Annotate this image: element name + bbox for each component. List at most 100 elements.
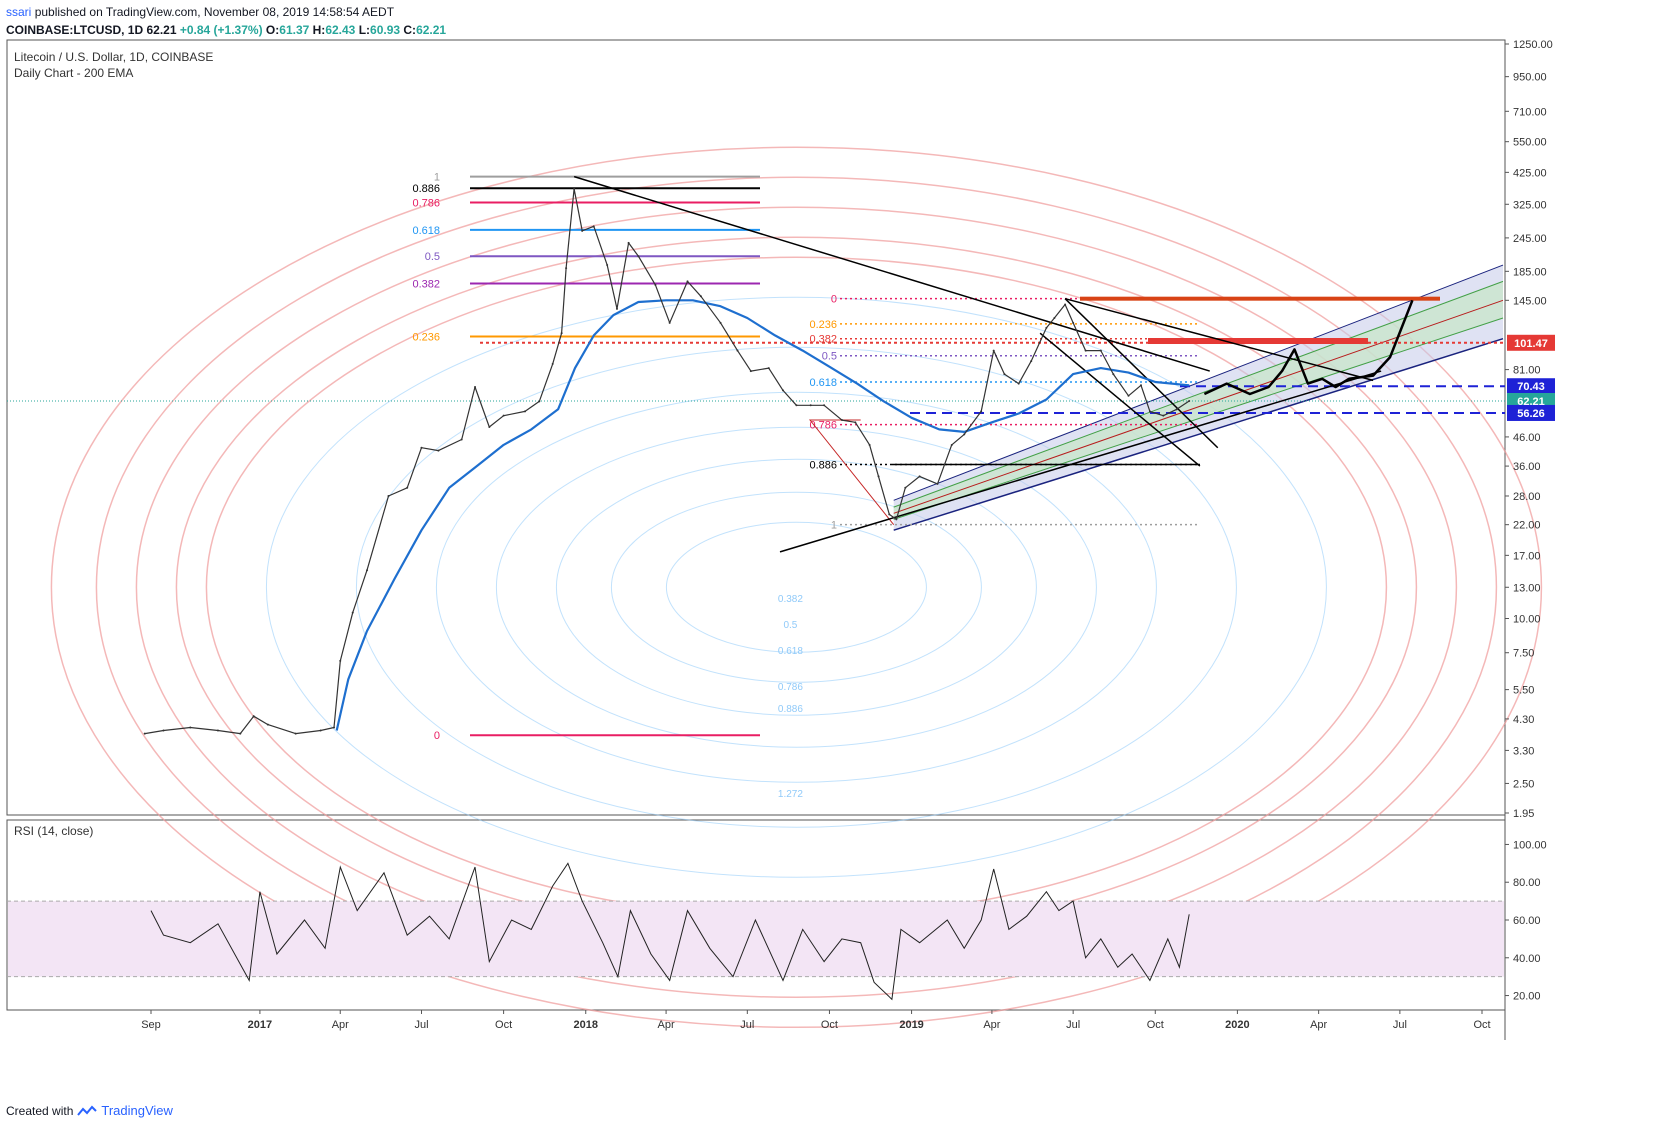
y-tick-label: 2.50 bbox=[1513, 778, 1534, 790]
price-point bbox=[1003, 373, 1006, 376]
fib-left-label: 0.618 bbox=[412, 225, 440, 237]
price-point bbox=[767, 367, 770, 370]
fib-retracements: 10.8860.7860.6180.50.3820.236000.2360.38… bbox=[412, 172, 1200, 742]
price-point bbox=[936, 482, 939, 485]
rsi-line bbox=[150, 862, 1190, 1001]
fib-left-label: 1 bbox=[434, 172, 440, 184]
ohlc-low-label: L: bbox=[358, 23, 371, 37]
y-tick-label: 185.00 bbox=[1513, 266, 1547, 278]
channel-inner-high bbox=[893, 280, 1504, 508]
price-point bbox=[719, 321, 722, 324]
chart-title: Litecoin / U.S. Dollar, 1D, COINBASE bbox=[14, 50, 213, 64]
price-point bbox=[239, 732, 242, 735]
rsi-pane: 100.00 80.00 60.00 40.00 20.00 RSI (14, close… bbox=[7, 824, 1547, 1003]
trend-line bbox=[573, 175, 1210, 372]
price-point bbox=[854, 421, 857, 424]
price-point bbox=[420, 446, 423, 449]
price-point bbox=[1072, 321, 1075, 324]
fib-circle-inner bbox=[555, 458, 1037, 716]
price-point bbox=[637, 255, 640, 258]
price-point bbox=[351, 611, 354, 614]
y-tick-label: 710.00 bbox=[1513, 106, 1547, 118]
rsi-title: RSI (14, close) bbox=[14, 824, 93, 838]
fib-right-label: 0 bbox=[831, 294, 837, 306]
price-point bbox=[1017, 382, 1020, 385]
price-point bbox=[606, 264, 609, 267]
price-point bbox=[1139, 384, 1142, 387]
y-tick-label: 7.50 bbox=[1513, 648, 1534, 660]
price-point bbox=[189, 726, 192, 729]
price-point bbox=[143, 732, 146, 735]
tradingview-link[interactable]: TradingView bbox=[101, 1103, 173, 1118]
trend-line bbox=[1039, 332, 1201, 467]
price-point bbox=[252, 715, 255, 718]
author-link[interactable]: ssari bbox=[6, 5, 32, 19]
price-point bbox=[895, 518, 898, 521]
price-point bbox=[980, 410, 983, 413]
x-tick-label: Apr bbox=[983, 1019, 1000, 1031]
y-tick-label: 22.00 bbox=[1513, 520, 1541, 532]
x-tick-label: Apr bbox=[332, 1019, 349, 1031]
price-point bbox=[474, 385, 477, 388]
price-point bbox=[339, 659, 342, 662]
x-tick-label: Oct bbox=[1473, 1019, 1490, 1031]
fib-left-label: 0.236 bbox=[412, 331, 440, 343]
rsi-tick-label: 40.00 bbox=[1513, 953, 1541, 965]
price-point bbox=[460, 438, 463, 441]
price-point bbox=[502, 414, 505, 417]
price-label-box bbox=[1507, 334, 1555, 351]
ohlc-close-label: C: bbox=[403, 23, 417, 37]
fib-right-label: 0.786 bbox=[809, 420, 837, 432]
fib-circle-label: 0.618 bbox=[778, 646, 803, 657]
rsi-tick-label: 80.00 bbox=[1513, 877, 1541, 889]
price-point bbox=[950, 443, 953, 446]
price-point bbox=[560, 332, 563, 335]
fib-circle-label: 1.272 bbox=[778, 789, 803, 800]
fib-right-label: 0.618 bbox=[809, 377, 837, 389]
price-point bbox=[840, 419, 843, 422]
x-tick-label: Apr bbox=[1310, 1019, 1327, 1031]
channel-inner-low bbox=[893, 317, 1504, 520]
fib-circle-inner bbox=[435, 391, 1157, 783]
fib-circle-inner bbox=[495, 426, 1097, 748]
trend-line bbox=[1064, 297, 1374, 382]
y-tick-label: 1.95 bbox=[1513, 808, 1534, 820]
price-point bbox=[538, 400, 541, 403]
price-point bbox=[565, 267, 568, 270]
fib-circle-outer bbox=[205, 256, 1388, 919]
rsi-tick-label: 20.00 bbox=[1513, 991, 1541, 1003]
price-axis: 1250.00 950.00 710.00 550.00 425.00 325.00 245… bbox=[1505, 39, 1555, 820]
y-tick-label: 950.00 bbox=[1513, 72, 1547, 84]
y-tick-label: 46.00 bbox=[1513, 432, 1541, 444]
y-tick-label: 325.00 bbox=[1513, 199, 1547, 211]
price-point bbox=[736, 349, 739, 352]
x-tick-label: Oct bbox=[1147, 1019, 1164, 1031]
ohlc-open: 61.37 bbox=[279, 23, 310, 37]
price-point bbox=[162, 729, 165, 732]
price-point bbox=[551, 362, 554, 365]
y-tick-label: 10.00 bbox=[1513, 613, 1541, 625]
x-tick-label: Sep bbox=[141, 1019, 161, 1031]
fib-circle-outer bbox=[50, 146, 1543, 1029]
symbol-line: COINBASE:LTCUSD, 1D 62.21 +0.84 (+1.37%)… bbox=[6, 23, 446, 37]
y-tick-label: 13.00 bbox=[1513, 582, 1541, 594]
x-tick-label: 2020 bbox=[1225, 1019, 1249, 1031]
price-point bbox=[319, 729, 322, 732]
ohlc-high: 62.43 bbox=[325, 23, 356, 37]
price-point bbox=[1148, 410, 1151, 413]
price-point bbox=[1175, 408, 1178, 411]
price-point bbox=[333, 726, 336, 729]
y-tick-label: 1250.00 bbox=[1513, 39, 1553, 51]
price-point bbox=[581, 229, 584, 232]
x-tick-label: 2018 bbox=[573, 1019, 597, 1031]
ohlc-close: 62.21 bbox=[416, 23, 447, 37]
price-point bbox=[749, 370, 752, 373]
price-point bbox=[668, 321, 671, 324]
price-point bbox=[294, 732, 297, 735]
x-tick-label: Jul bbox=[740, 1019, 754, 1031]
price-point bbox=[868, 443, 871, 446]
chart-frame bbox=[6, 39, 1506, 1040]
price-line bbox=[144, 188, 1190, 735]
y-tick-label: 425.00 bbox=[1513, 167, 1547, 179]
